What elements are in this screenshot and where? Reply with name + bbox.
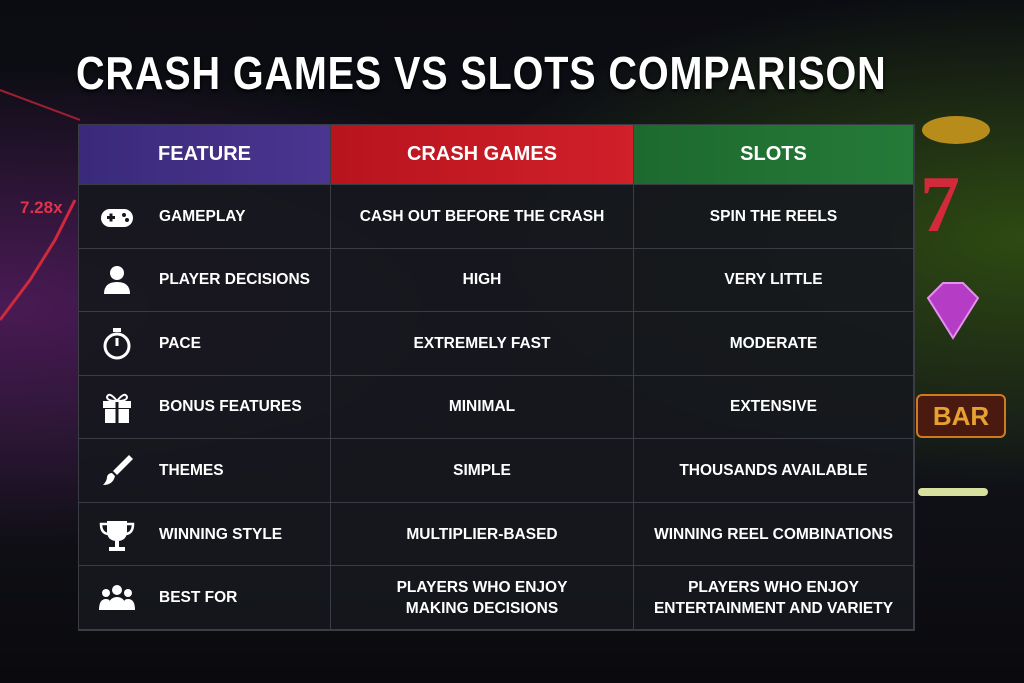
cell-text: WINNING REEL COMBINATIONS (654, 525, 893, 543)
value-cell: WINNING REEL COMBINATIONS (634, 502, 914, 567)
feature-cell: GAMEPLAY (79, 185, 331, 249)
cell-text: MODERATE (729, 334, 818, 352)
feature-icon (104, 266, 130, 295)
cell-text: HIGH (462, 271, 502, 289)
comparison-table: FEATURE CRASH GAMES SLOTS GAMEPLAY CASH OUT … (78, 124, 915, 631)
light-strip (918, 488, 988, 496)
cell-text: BONUS FEATURES (159, 398, 302, 416)
value-cell: MINIMAL (331, 375, 634, 440)
value-cell: SIMPLE (331, 439, 634, 503)
value-cell: HIGH (331, 248, 634, 313)
cell-text: PACE (159, 334, 201, 352)
header-text: CRASH GAMES (406, 143, 557, 165)
column-header: FEATURE (79, 125, 331, 185)
chart-decoration (0, 89, 80, 321)
cell-text: PLAYER DECISIONS (159, 271, 311, 289)
gem-icon (926, 282, 980, 340)
feature-icon (101, 208, 133, 227)
cell-text: PLAYERS WHO ENJOY (396, 578, 568, 596)
feature-icon (103, 327, 131, 360)
multiplier-text: 7.28x (20, 198, 63, 217)
value-cell: EXTREMELY FAST (331, 312, 634, 376)
value-cell: CASH OUT BEFORE THE CRASH (331, 185, 634, 249)
column-header: SLOTS (634, 125, 914, 185)
cell-text: MAKING DECISIONS (405, 599, 559, 617)
feature-icon (99, 520, 135, 551)
value-cell: VERY LITTLE (634, 248, 914, 313)
feature-cell: PLAYER DECISIONS (79, 248, 331, 313)
value-cell: MODERATE (634, 312, 914, 376)
column-header: CRASH GAMES (331, 125, 634, 185)
feature-cell: BEST FOR (79, 566, 331, 630)
feature-cell: PACE (79, 312, 331, 376)
value-cell: SPIN THE REELS (634, 185, 914, 249)
value-cell: PLAYERS WHO ENJOY ENTERTAINMENT AND VARIE… (634, 566, 914, 630)
coin-icon (922, 116, 990, 144)
header-text: SLOTS (740, 143, 807, 165)
cell-text: EXTREMELY FAST (413, 334, 551, 352)
feature-cell: BONUS FEATURES (79, 375, 331, 440)
cell-text: THOUSANDS AVAILABLE (679, 462, 868, 480)
header-text: FEATURE (158, 143, 251, 165)
feature-icon (99, 585, 135, 611)
crash-line (0, 199, 77, 321)
feature-icon (103, 394, 131, 424)
cell-text: GAMEPLAY (159, 207, 246, 225)
cell-text: ENTERTAINMENT AND VARIETY (653, 599, 894, 617)
title: CRASH GAMES VS SLOTS COMPARISON (76, 47, 887, 99)
seven-symbol: 7 (920, 161, 960, 249)
cell-text: WINNING STYLE (159, 525, 283, 543)
cell-text: MULTIPLIER-BASED (406, 525, 558, 543)
feature-cell: WINNING STYLE (79, 502, 331, 567)
cell-text: THEMES (159, 462, 224, 480)
cell-text: SIMPLE (453, 462, 511, 480)
cell-text: CASH OUT BEFORE THE CRASH (359, 207, 605, 225)
cell-text: VERY LITTLE (724, 271, 823, 289)
feature-icon (103, 455, 133, 486)
cell-text: PLAYERS WHO ENJOY (688, 578, 859, 596)
feature-cell: THEMES (79, 439, 331, 503)
cell-text: SPIN THE REELS (709, 207, 838, 225)
value-cell: EXTENSIVE (634, 375, 914, 440)
bar-symbol: BAR (916, 394, 1006, 438)
cell-text: EXTENSIVE (730, 398, 817, 416)
cell-text: BEST FOR (159, 589, 238, 607)
decor-line (0, 89, 80, 121)
value-cell: THOUSANDS AVAILABLE (634, 439, 914, 503)
value-cell: PLAYERS WHO ENJOY MAKING DECISIONS (331, 566, 634, 630)
value-cell: MULTIPLIER-BASED (331, 502, 634, 567)
cell-text: MINIMAL (448, 398, 516, 416)
